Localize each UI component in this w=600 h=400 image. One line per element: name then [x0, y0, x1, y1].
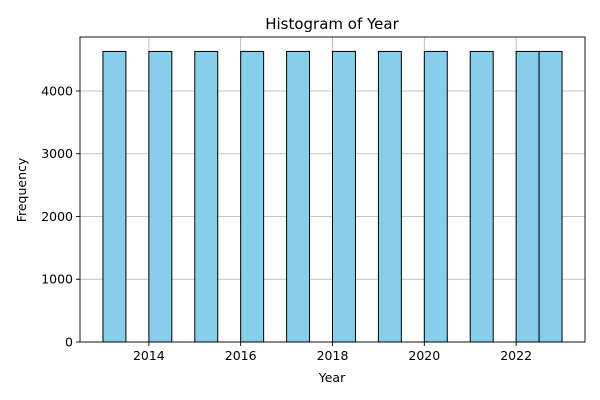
histogram-bar-2: [148, 50, 173, 343]
histogram-bar-6: [332, 50, 356, 343]
y-tick-label-4000: 4000: [41, 83, 73, 98]
y-axis-label: Frequency: [14, 157, 29, 222]
x-tick-label-2016: 2016: [225, 348, 257, 363]
histogram-bars: [102, 50, 563, 343]
y-tick-label-0: 0: [65, 335, 73, 350]
y-tick-label-3000: 3000: [41, 146, 73, 161]
chart-title: Histogram of Year: [265, 15, 399, 33]
histogram-bar-7: [377, 50, 402, 343]
histogram-bar-4: [240, 50, 265, 343]
x-axis-label: Year: [318, 370, 346, 385]
histogram-bar-5: [286, 50, 311, 343]
x-tick-label-2020: 2020: [408, 348, 440, 363]
histogram-bar-9: [469, 50, 494, 343]
x-tick-label-2018: 2018: [317, 348, 349, 363]
histogram-bar-10: [515, 50, 540, 343]
x-tick-label-2014: 2014: [133, 348, 165, 363]
x-tick-label-2022: 2022: [500, 348, 532, 363]
histogram-bar-11: [538, 50, 563, 343]
x-axis-ticks: 2014 2016 2018 2020 2022: [133, 342, 532, 363]
histogram-bar-8: [423, 50, 448, 343]
histogram-bar-3: [194, 50, 219, 343]
y-axis-ticks: 0 1000 2000 3000 4000: [41, 83, 80, 350]
y-tick-label-1000: 1000: [41, 272, 73, 287]
histogram-bar-1: [102, 50, 127, 343]
y-tick-label-2000: 2000: [41, 209, 73, 224]
